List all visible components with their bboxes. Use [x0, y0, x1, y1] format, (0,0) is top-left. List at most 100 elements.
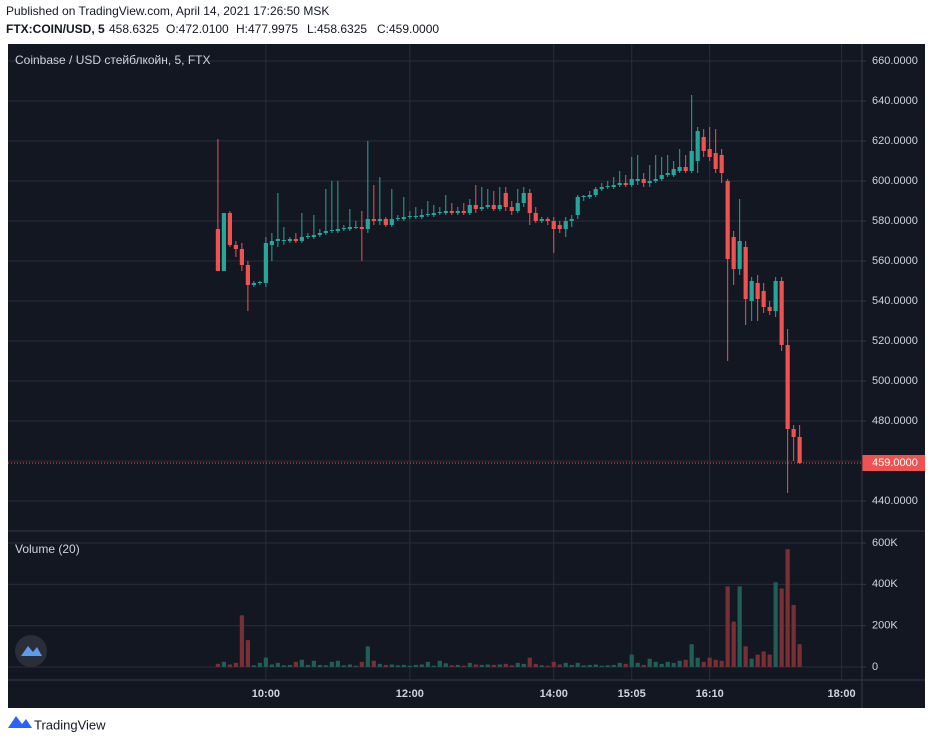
candle-body	[263, 243, 268, 283]
candle-body	[551, 221, 556, 229]
volume-bar	[503, 663, 508, 667]
candle-body	[695, 131, 700, 161]
volume-bar	[527, 657, 532, 667]
candle-body	[635, 179, 640, 181]
candle-body	[521, 193, 526, 203]
volume-bar	[317, 664, 322, 667]
volume-bar	[653, 661, 658, 667]
candle-body	[347, 227, 352, 229]
candle-body	[515, 203, 520, 211]
volume-bar	[791, 604, 796, 667]
volume-bar	[485, 664, 490, 667]
candle-body	[659, 175, 664, 179]
candle-body	[359, 227, 364, 229]
candle-body	[707, 149, 712, 157]
candle-body	[527, 193, 532, 213]
volume-bar	[677, 660, 682, 667]
volume-bar	[353, 665, 358, 667]
candle-body	[623, 183, 628, 185]
volume-bar	[749, 658, 754, 667]
candle-body	[737, 241, 742, 269]
volume-bar	[563, 662, 568, 667]
y-tick-label: 580.0000	[872, 215, 918, 227]
volume-bar	[695, 657, 700, 667]
y-tick-label: 480.0000	[872, 415, 918, 427]
volume-bar	[797, 644, 802, 667]
y-tick-label: 500.0000	[872, 375, 918, 387]
candle-body	[395, 218, 400, 219]
candle-body	[569, 219, 574, 221]
volume-bar	[389, 664, 394, 667]
volume-bar	[569, 664, 574, 667]
volume-bar	[311, 660, 316, 667]
volume-bar	[641, 664, 646, 667]
volume-bar	[239, 615, 244, 667]
candle-body	[353, 227, 358, 228]
volume-bar	[767, 654, 772, 667]
candle-body	[293, 239, 298, 241]
y-tick-label: 600.0000	[872, 175, 918, 187]
volume-bar	[407, 665, 412, 667]
candle-body	[215, 229, 221, 271]
brand: TradingView	[34, 717, 106, 732]
candle-body	[419, 215, 424, 217]
plot: 10:00 12:00 14:00 15:05 16:10 18:00 660.0000 64…	[8, 44, 925, 700]
volume-bar	[305, 664, 310, 667]
low: L:458.6325	[307, 22, 367, 36]
candle-body	[641, 179, 646, 183]
candle-body	[719, 155, 724, 173]
last-price-label: 459.0000	[872, 457, 918, 469]
candle-body	[449, 211, 454, 213]
candle-body	[479, 207, 484, 209]
volume-bar	[539, 665, 544, 667]
volume-bar	[521, 663, 526, 667]
volume-bar	[707, 657, 712, 667]
x-tick-label: 12:00	[396, 688, 424, 700]
candle-body	[677, 167, 682, 171]
candle-body	[407, 216, 412, 217]
candle-body	[647, 181, 652, 183]
candle-body	[455, 211, 460, 213]
vol-tick-label: 600K	[872, 537, 898, 549]
volume-bar	[467, 662, 472, 667]
candle-body	[683, 167, 688, 171]
volume-bar	[383, 664, 388, 667]
volume-bar	[581, 665, 586, 667]
candle-body	[383, 219, 388, 225]
candle-body	[557, 225, 562, 229]
volume-bar	[473, 664, 478, 667]
candle-body	[275, 239, 280, 241]
volume-bar	[545, 665, 550, 667]
volume-bar	[455, 664, 460, 667]
candle-body	[785, 345, 790, 429]
volume-bar	[233, 662, 238, 667]
volume-bar	[263, 657, 268, 667]
candle-body	[371, 219, 376, 221]
candle-body	[365, 219, 370, 229]
volume-bar	[287, 664, 292, 667]
volume-bar	[587, 664, 592, 667]
candle-body	[725, 181, 730, 259]
y-tick-label: 560.0000	[872, 255, 918, 267]
volume-bar	[623, 663, 628, 667]
candle-body	[767, 307, 772, 311]
candle-body	[317, 233, 322, 235]
x-tick-label: 15:05	[618, 688, 646, 700]
volume-bar	[443, 663, 448, 667]
volume-bar	[257, 662, 262, 667]
candle-body	[221, 213, 226, 271]
volume-bar	[533, 663, 538, 667]
volume-bar	[557, 664, 562, 667]
volume-bar	[377, 663, 382, 667]
candle-body	[485, 205, 490, 207]
candle-body	[467, 205, 472, 213]
candle-body	[251, 283, 256, 285]
candle-body	[611, 185, 616, 187]
volume-bar	[269, 664, 274, 667]
candle-body	[581, 196, 586, 197]
y-tick-label: 520.0000	[872, 335, 918, 347]
volume-bar	[437, 660, 442, 667]
volume-bar	[731, 621, 736, 667]
candle-body	[761, 291, 766, 307]
